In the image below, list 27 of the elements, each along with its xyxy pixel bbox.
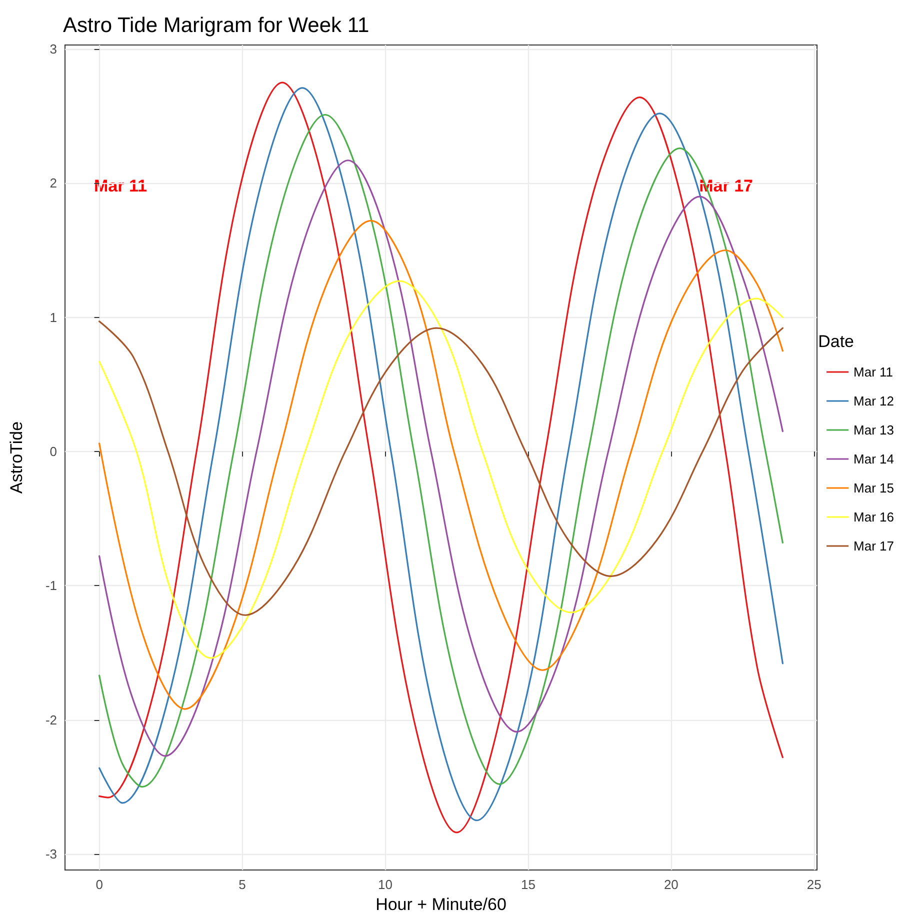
legend-label: Mar 12 (854, 394, 894, 408)
line-series (98, 220, 784, 710)
legend-label: Mar 15 (854, 480, 894, 496)
legend-title: Date (818, 332, 854, 351)
x-tick-label: 25 (806, 877, 822, 892)
legend-label: Mar 13 (854, 422, 894, 438)
y-tick-label: 2 (50, 176, 57, 191)
y-tick-label: 3 (50, 42, 57, 57)
chart-title: Astro Tide Marigram for Week 11 (63, 14, 370, 37)
line-series (98, 280, 784, 659)
x-tick-label: 0 (96, 877, 103, 892)
y-axis-title: AstroTide (7, 421, 26, 494)
x-tick-label: 5 (238, 877, 246, 892)
y-tick-label: -3 (45, 846, 57, 862)
x-tick-label: 10 (378, 877, 392, 892)
line-series (98, 320, 784, 616)
y-tick-label: 0 (50, 444, 57, 459)
y-tick-label: -2 (45, 712, 57, 728)
legend-label: Mar 16 (854, 510, 894, 524)
x-tick-label: 20 (664, 877, 678, 892)
legend-label: Mar 11 (854, 364, 894, 380)
y-tick-label: 1 (50, 310, 57, 325)
legend-label: Mar 17 (854, 538, 894, 554)
x-axis-title: Hour + Minute/60 (376, 895, 506, 914)
y-tick-label: -1 (45, 578, 57, 594)
x-tick-label: 15 (520, 877, 536, 892)
legend-label: Mar 14 (854, 452, 894, 466)
